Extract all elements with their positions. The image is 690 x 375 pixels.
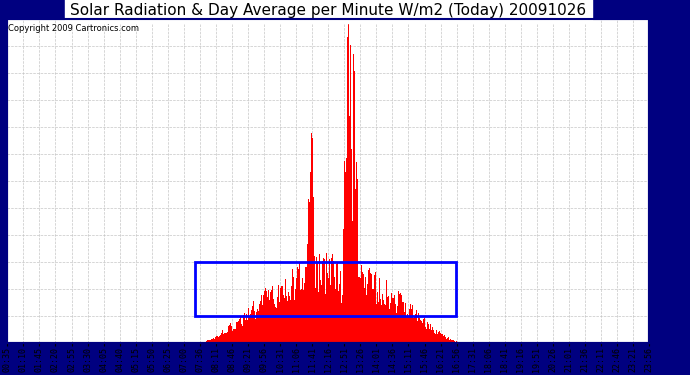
Title: Solar Radiation & Day Average per Minute W/m2 (Today) 20091026: Solar Radiation & Day Average per Minute…	[70, 3, 586, 18]
Bar	[195, 262, 455, 316]
Text: Copyright 2009 Cartronics.com: Copyright 2009 Cartronics.com	[8, 24, 139, 33]
